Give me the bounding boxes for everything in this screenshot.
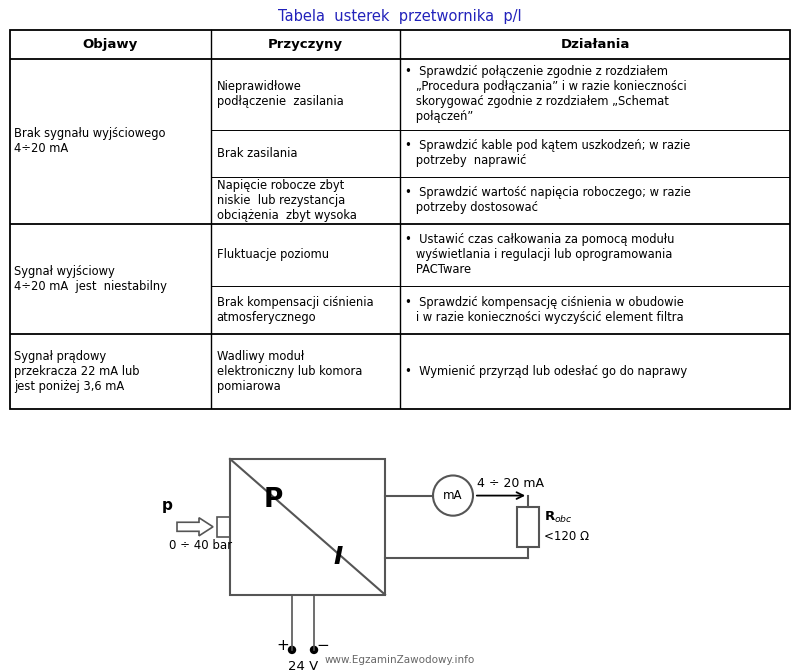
Text: Sygnał prądowy
przekracza 22 mA lub
jest poniżej 3,6 mA: Sygnał prądowy przekracza 22 mA lub jest… (14, 350, 140, 393)
Text: •  Sprawdzić kable pod kątem uszkodzeń; w razie
   potrzeby  naprawić: • Sprawdzić kable pod kątem uszkodzeń; w… (406, 139, 691, 167)
Circle shape (310, 647, 318, 653)
Text: •  Ustawić czas całkowania za pomocą modułu
   wyświetlania i regulacji lub opro: • Ustawić czas całkowania za pomocą modu… (406, 233, 675, 276)
Bar (217, 517, 230, 537)
Text: Fluktuacje poziomu: Fluktuacje poziomu (217, 249, 329, 261)
Text: www.EgzaminZawodowy.info: www.EgzaminZawodowy.info (325, 655, 475, 665)
Text: I: I (334, 545, 343, 569)
Text: p: p (162, 498, 173, 513)
Text: •  Sprawdzić wartość napięcia roboczego; w razie
   potrzeby dostosować: • Sprawdzić wartość napięcia roboczego; … (406, 186, 691, 214)
Text: 0 ÷ 40 bar: 0 ÷ 40 bar (169, 539, 232, 552)
Text: 4 ÷ 20 mA: 4 ÷ 20 mA (477, 476, 544, 490)
Circle shape (289, 647, 295, 653)
Text: Nieprawidłowe
podłączenie  zasilania: Nieprawidłowe podłączenie zasilania (217, 80, 343, 109)
Text: •  Wymienić przyrząd lub odesłać go do naprawy: • Wymienić przyrząd lub odesłać go do na… (406, 364, 687, 378)
Text: •  Sprawdzić kompensację ciśnienia w obudowie
   i w razie konieczności wyczyści: • Sprawdzić kompensację ciśnienia w obud… (406, 296, 684, 324)
Text: $\mathbf{R}_{obc}$: $\mathbf{R}_{obc}$ (544, 510, 573, 525)
Text: Wadliwy moduł
elektroniczny lub komora
pomiarowa: Wadliwy moduł elektroniczny lub komora p… (217, 350, 362, 393)
Bar (517, 507, 539, 547)
Polygon shape (177, 518, 213, 536)
Text: +: + (277, 639, 290, 653)
Text: mA: mA (443, 489, 462, 502)
Text: Brak kompensacji ciśnienia
atmosferycznego: Brak kompensacji ciśnienia atmosferyczne… (217, 296, 373, 324)
Text: Brak sygnału wyjściowego
4÷20 mA: Brak sygnału wyjściowego 4÷20 mA (14, 127, 166, 155)
Text: Działania: Działania (561, 38, 630, 51)
Text: Sygnał wyjściowy
4÷20 mA  jest  niestabilny: Sygnał wyjściowy 4÷20 mA jest niestabiln… (14, 265, 167, 293)
Text: <120 Ω: <120 Ω (544, 531, 589, 543)
Text: P: P (264, 486, 283, 513)
Text: Objawy: Objawy (82, 38, 138, 51)
Text: Napięcie robocze zbyt
niskie  lub rezystancja
obciążenia  zbyt wysoka: Napięcie robocze zbyt niskie lub rezysta… (217, 179, 356, 222)
Bar (230, 459, 385, 595)
Text: Tabela  usterek  przetwornika  p/I: Tabela usterek przetwornika p/I (278, 9, 522, 24)
Text: −: − (317, 639, 330, 653)
Text: 24 V: 24 V (288, 660, 318, 670)
Text: Przyczyny: Przyczyny (268, 38, 343, 51)
Text: Brak zasilania: Brak zasilania (217, 147, 297, 159)
Text: •  Sprawdzić połączenie zgodnie z rozdziałem
   „Procedura podłączania” i w razi: • Sprawdzić połączenie zgodnie z rozdzia… (406, 65, 687, 123)
